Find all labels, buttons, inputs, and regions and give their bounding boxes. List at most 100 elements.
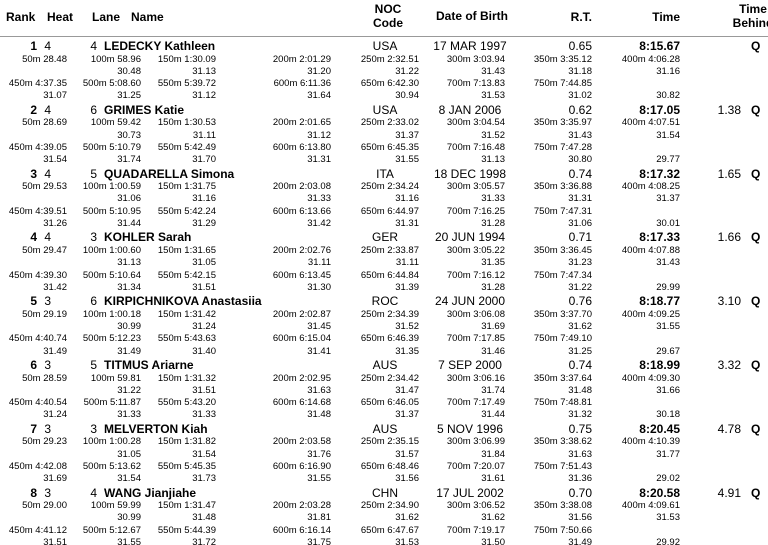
split-diff: 31.62: [568, 321, 592, 332]
split-diff: 31.41: [307, 345, 331, 357]
split-diff: 31.74: [481, 384, 505, 396]
split-diff: 31.45: [307, 321, 331, 332]
split-diff: 31.23: [568, 257, 592, 269]
split-diff: 31.53: [481, 90, 505, 102]
split: 350m 3:35.97: [533, 117, 592, 129]
split-diff: 31.47: [395, 384, 419, 396]
split: 200m 2:01.65: [272, 117, 331, 129]
split: 200m 2:02.95: [272, 372, 331, 384]
split: 200m 2:03.28: [272, 500, 331, 512]
split-diff: 31.31: [395, 218, 419, 229]
split-diff: 31.28: [481, 281, 505, 293]
split: 450m 4:40.54: [8, 397, 67, 409]
split-diff: 31.69: [43, 473, 67, 485]
split-diff: 29.67: [656, 345, 680, 357]
heat: 4: [44, 230, 51, 245]
rank: 1: [30, 39, 37, 53]
final-time: 8:17.32: [639, 166, 680, 181]
lane: 4: [90, 485, 97, 500]
split: 350m 3:38.62: [533, 436, 592, 448]
split: 500m 5:10.64: [82, 269, 141, 281]
split: 550m 5:42.15: [157, 269, 216, 281]
split: 700m 7:16.48: [446, 141, 505, 153]
split-diff: 31.07: [43, 90, 67, 102]
split: 750m 7:47.31: [533, 205, 592, 217]
split-diff: 30.94: [395, 90, 419, 102]
reaction-time: 0.65: [568, 39, 592, 53]
split-diff: 31.24: [43, 409, 67, 421]
split-diff: 31.46: [481, 345, 505, 357]
split-diff: 31.20: [307, 65, 331, 77]
split: 50m 28.69: [22, 117, 67, 129]
split-diff: 31.18: [568, 65, 592, 77]
split-diff: 31.33: [192, 409, 216, 421]
split: 100m 59.81: [90, 372, 141, 384]
heat: 3: [44, 358, 51, 372]
split-diff: 31.81: [307, 512, 331, 524]
qualified-badge: Q: [751, 39, 761, 53]
athlete-name: TITMUS Ariarne: [104, 358, 194, 372]
date-of-birth: 8 JAN 2006: [438, 102, 502, 117]
split: 400m 4:09.30: [621, 372, 680, 384]
split: 300m 3:06.99: [446, 436, 505, 448]
noc-code: GER: [371, 230, 398, 245]
split: 650m 6:48.46: [360, 460, 419, 472]
split-diff: 31.61: [481, 473, 505, 485]
split: 650m 6:44.97: [360, 205, 419, 217]
split-diff: 31.12: [307, 129, 331, 141]
split-diff: 31.72: [192, 537, 216, 545]
lane: 6: [90, 294, 97, 309]
athlete-name: GRIMES Katie: [104, 102, 185, 117]
split-diff: 31.52: [395, 321, 419, 332]
date-of-birth: 7 SEP 2000: [438, 358, 502, 372]
athlete-name: LEDECKY Kathleen: [104, 39, 216, 53]
split: 50m 29.53: [22, 181, 67, 193]
split: 650m 6:46.05: [360, 397, 419, 409]
split-diff: 31.11: [307, 257, 331, 269]
split: 750m 7:51.43: [533, 460, 592, 472]
split: 100m 1:00.59: [82, 181, 141, 193]
qualified-badge: Q: [751, 294, 761, 309]
lane: 4: [90, 39, 97, 53]
split-diff: 31.37: [395, 409, 419, 421]
noc-code: ROC: [371, 294, 399, 309]
split-diff: 31.69: [481, 321, 505, 332]
split: 600m 6:13.45: [272, 269, 331, 281]
split: 450m 4:39.30: [8, 269, 67, 281]
split: 600m 6:11.36: [273, 78, 331, 90]
split: 650m 6:44.84: [360, 269, 419, 281]
split-diff: 31.33: [481, 193, 505, 205]
split: 100m 1:00.28: [82, 436, 141, 448]
split: 50m 29.47: [22, 244, 67, 256]
final-time: 8:20.45: [639, 421, 680, 436]
split-diff: 31.16: [395, 193, 419, 205]
split-diff: 30.01: [656, 218, 680, 229]
split-diff: 31.16: [656, 65, 680, 77]
split-diff: 31.13: [117, 257, 141, 269]
split: 300m 3:06.08: [446, 308, 505, 320]
split: 500m 5:10.95: [82, 205, 141, 217]
split-diff: 31.70: [192, 154, 216, 166]
split-diff: 31.66: [656, 384, 680, 396]
split-diff: 31.12: [192, 90, 216, 102]
header-time-behind: TimeBehind: [720, 2, 768, 30]
split-diff: 31.75: [307, 537, 331, 545]
split: 200m 2:03.58: [272, 436, 331, 448]
date-of-birth: 5 NOV 1996: [436, 421, 504, 436]
split: 250m 2:34.42: [360, 372, 419, 384]
athlete-name: MELVERTON Kiah: [104, 421, 208, 436]
split: 250m 2:34.90: [360, 500, 419, 512]
time-behind: 1.65: [717, 166, 741, 181]
split-diff: 30.82: [656, 90, 680, 102]
split-diff: 31.56: [395, 473, 419, 485]
split-diff: 31.34: [117, 281, 141, 293]
rank: 5: [30, 294, 37, 309]
time-behind: 1.66: [717, 230, 741, 245]
split-diff: 31.54: [656, 129, 680, 141]
split: 600m 6:16.90: [272, 460, 331, 472]
split-diff: 31.54: [117, 473, 141, 485]
split: 50m 28.48: [22, 53, 67, 65]
header-noc-line1: NOC: [374, 2, 402, 16]
split: 50m 29.19: [22, 308, 67, 320]
